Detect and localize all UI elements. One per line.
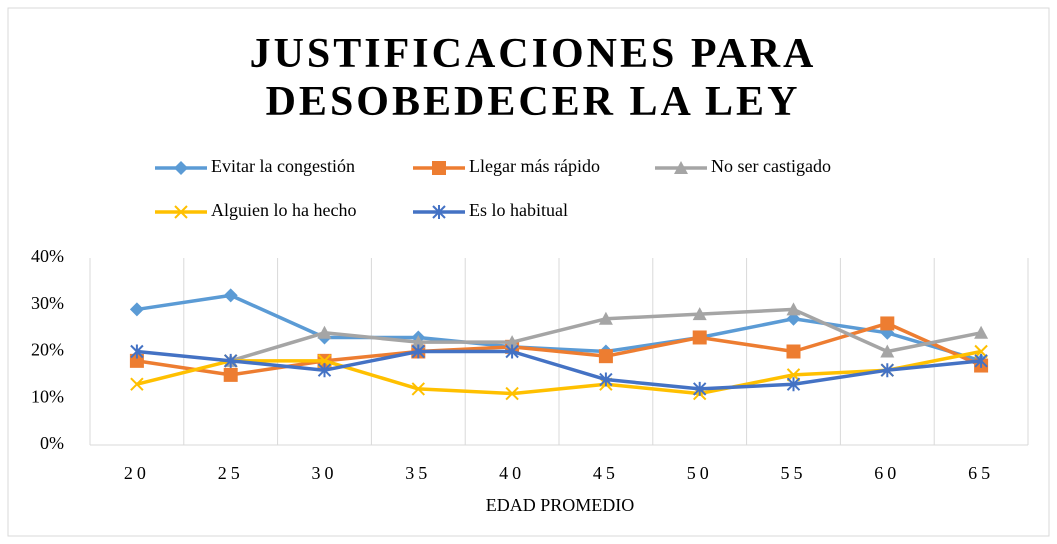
legend-label: Es lo habitual xyxy=(469,200,568,220)
data-point xyxy=(505,344,519,359)
legend-marker xyxy=(674,161,688,174)
legend-label: Alguien lo ha hecho xyxy=(211,200,356,220)
data-point xyxy=(692,381,707,396)
data-point xyxy=(786,377,801,392)
legend-marker xyxy=(174,161,188,175)
x-tick-label: 60 xyxy=(874,463,900,483)
data-point xyxy=(692,330,707,345)
x-tick-label: 30 xyxy=(312,463,338,483)
series-line xyxy=(136,349,982,391)
x-tick-label: 65 xyxy=(968,463,994,483)
y-tick-label: 40% xyxy=(31,246,64,266)
y-tick-label: 20% xyxy=(31,340,64,360)
series-line xyxy=(136,321,982,377)
data-point xyxy=(505,386,519,401)
data-point xyxy=(223,353,238,368)
data-point xyxy=(130,344,144,359)
x-tick-label: 50 xyxy=(687,463,713,483)
data-point xyxy=(974,353,988,368)
legend-label: No ser castigado xyxy=(711,156,831,176)
data-point xyxy=(411,335,426,349)
data-point xyxy=(598,349,613,364)
y-tick-label: 30% xyxy=(31,293,64,313)
legend-marker xyxy=(432,161,446,175)
y-tick-label: 10% xyxy=(31,386,64,406)
data-point xyxy=(880,344,895,358)
data-point xyxy=(129,353,144,368)
data-point xyxy=(598,311,613,325)
series-line xyxy=(136,349,982,396)
x-tick-label: 25 xyxy=(218,463,244,483)
data-point xyxy=(223,367,238,382)
x-tick-label: 35 xyxy=(405,463,431,483)
series-line xyxy=(136,293,982,363)
data-point xyxy=(411,344,426,359)
legend-label: Llegar más rápido xyxy=(469,156,600,176)
data-point xyxy=(130,377,144,391)
legend-marker xyxy=(174,205,188,219)
x-axis-title: EDAD PROMEDIO xyxy=(486,495,635,515)
data-point xyxy=(599,372,613,387)
data-point xyxy=(317,363,332,378)
data-point xyxy=(786,344,801,359)
data-point xyxy=(317,325,332,339)
data-point xyxy=(880,363,895,378)
legend-marker xyxy=(432,205,446,219)
x-tick-label: 20 xyxy=(124,463,150,483)
data-point xyxy=(974,325,989,339)
data-point xyxy=(880,316,895,331)
y-tick-label: 0% xyxy=(40,433,64,453)
legend-label: Evitar la congestión xyxy=(211,156,355,176)
data-point xyxy=(223,288,238,303)
chart-title: JUSTIFICACIONES PARA DESOBEDECER LA LEY xyxy=(249,31,817,125)
chart-border xyxy=(7,7,1050,537)
data-point xyxy=(129,302,144,317)
x-tick-label: 55 xyxy=(781,463,807,483)
data-point xyxy=(411,382,426,396)
data-point xyxy=(505,335,520,349)
data-point xyxy=(692,307,707,321)
x-tick-label: 40 xyxy=(499,463,525,483)
x-tick-label: 45 xyxy=(593,463,619,483)
data-point xyxy=(786,302,801,316)
